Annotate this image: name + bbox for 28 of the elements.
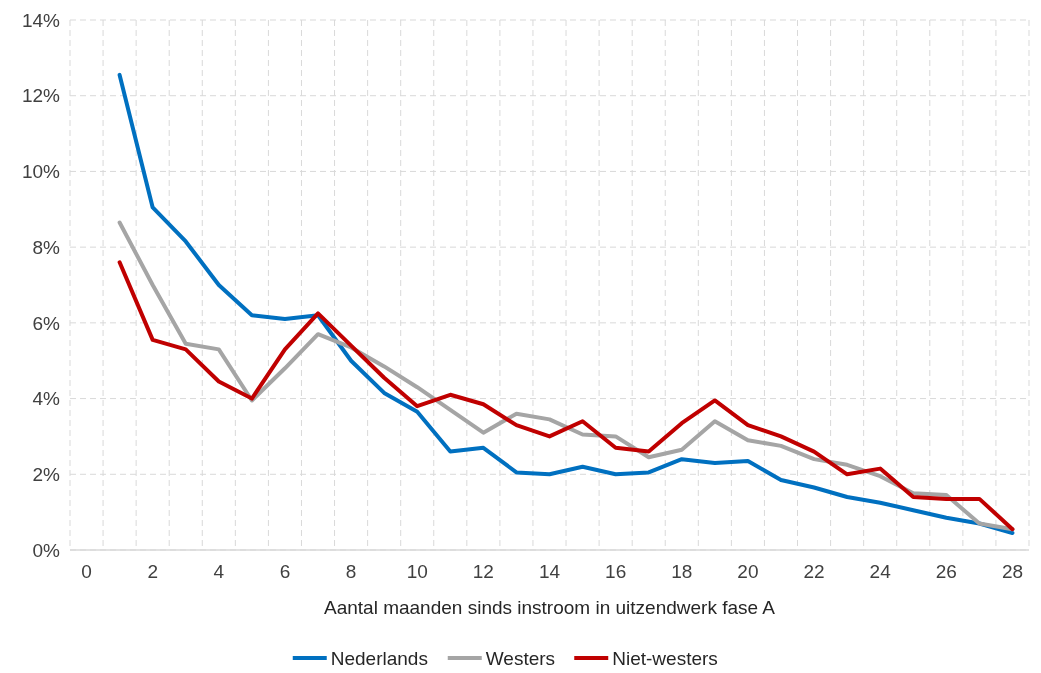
y-tick-label: 14% [21, 9, 61, 31]
x-tick-label: 24 [869, 561, 892, 582]
x-tick-label: 14 [538, 561, 561, 582]
x-axis-title: Aantal maanden sinds instroom in uitzendwerk fase A [324, 597, 776, 618]
y-tick-label: 10% [21, 161, 61, 183]
y-tick-label: 2% [32, 463, 61, 485]
legend-label: Nederlands [330, 647, 428, 669]
x-tick-label: 10 [406, 561, 428, 582]
x-tick-label: 20 [737, 561, 759, 582]
y-tick-label: 8% [32, 236, 61, 258]
x-tick-label: 22 [803, 561, 825, 582]
y-tick-label: 6% [32, 312, 61, 334]
x-tick-label: 8 [345, 561, 357, 582]
y-tick-label: 0% [32, 539, 61, 561]
x-tick-label: 6 [279, 561, 291, 582]
line-series [117, 72, 1015, 535]
x-tick-label: 4 [213, 561, 225, 582]
x-tick-label: 16 [605, 561, 627, 582]
legend-label: Niet-westers [612, 647, 718, 669]
x-tick-label: 26 [935, 561, 957, 582]
legend-label: Westers [485, 647, 556, 669]
x-tick-label: 12 [472, 561, 494, 582]
x-tick-label: 2 [147, 561, 158, 582]
y-tick-label: 4% [32, 388, 61, 410]
x-tick-label: 18 [671, 561, 693, 582]
x-tick-label: 28 [1001, 561, 1024, 582]
y-tick-label: 12% [21, 85, 61, 107]
x-tick-label: 0 [81, 561, 92, 582]
